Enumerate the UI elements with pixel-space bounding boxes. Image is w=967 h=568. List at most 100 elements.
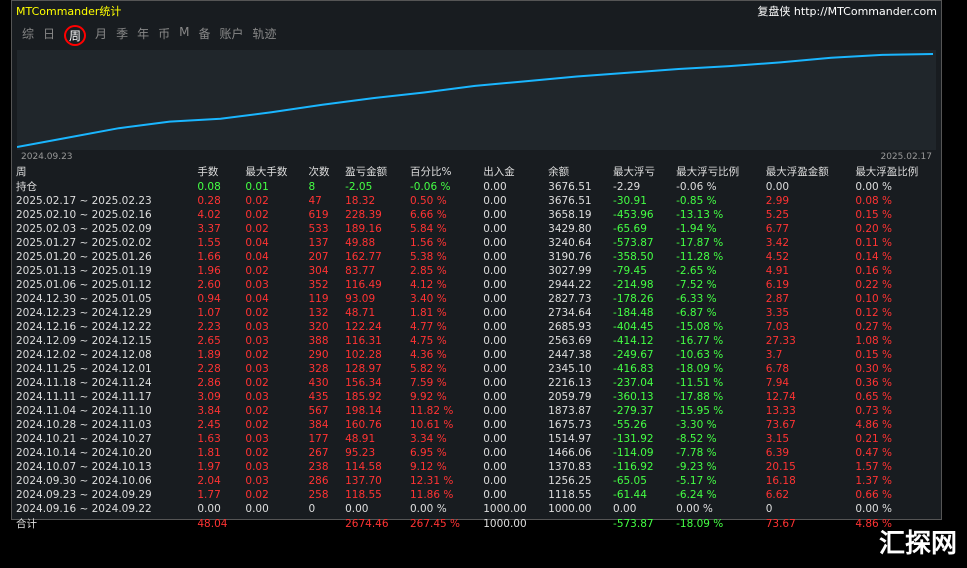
cell: -55.26 [613, 419, 647, 431]
cell: 0.00 [197, 503, 221, 515]
cell: 0.03 [245, 335, 269, 347]
cell: 2685.93 [548, 321, 592, 333]
tab-5[interactable]: 年 [137, 27, 150, 41]
cell: 0.00 [483, 279, 507, 291]
cell: 0.20 % [855, 223, 893, 235]
cell: -65.05 [613, 475, 647, 487]
cell: 0.02 [245, 265, 269, 277]
cell: 0.36 % [855, 377, 893, 389]
cell: 0.03 [245, 279, 269, 291]
cell: 2025.02.03 ~ 2025.02.09 [16, 223, 152, 235]
cell: 1466.06 [548, 447, 592, 459]
cell: 8 [308, 180, 316, 193]
tab-10[interactable]: 轨迹 [252, 27, 277, 41]
table-row: 2025.01.06 ~ 2025.01.12 2.60 0.03 352 116.49… [12, 278, 941, 292]
cell: 3429.80 [548, 223, 592, 235]
cell: 0.47 % [855, 447, 893, 459]
cell: -5.17 % [676, 475, 717, 487]
cell: 0.00 [483, 405, 507, 417]
cell: 2024.12.09 ~ 2024.12.15 [16, 335, 152, 347]
cell: -184.48 [613, 307, 654, 319]
cell: 最大浮亏 [613, 166, 656, 178]
cell: 0.08 % [855, 195, 893, 207]
tab-2[interactable]: 周 [64, 25, 87, 46]
cell: 384 [308, 419, 329, 431]
tab-3[interactable]: 月 [95, 27, 108, 41]
cell: 0.50 % [409, 195, 447, 207]
tab-1[interactable]: 日 [43, 27, 56, 41]
cell: -116.92 [613, 461, 654, 473]
cell: 1.57 % [855, 461, 893, 473]
cell: 258 [308, 489, 329, 501]
table-row: 2024.12.16 ~ 2024.12.22 2.23 0.03 320 122.24… [12, 320, 941, 334]
cell: 2734.64 [548, 307, 592, 319]
cell: 3190.76 [548, 251, 592, 263]
cell: 320 [308, 321, 329, 333]
cell: 0 [308, 503, 316, 515]
cell: 0.02 [245, 377, 269, 389]
cell: 2024.09.16 ~ 2024.09.22 [16, 503, 152, 515]
table-row: 2024.10.07 ~ 2024.10.13 1.97 0.03 238 114.58… [12, 460, 941, 474]
cell: -1.94 % [676, 223, 717, 235]
cell: 0.00 [483, 223, 507, 235]
cell: 2024.10.14 ~ 2024.10.20 [16, 447, 152, 459]
cell: 0.65 % [855, 391, 893, 403]
cell: 1118.55 [548, 489, 592, 501]
cell: 6.39 [765, 447, 790, 459]
cell: -0.06 % [409, 180, 451, 193]
cell: 116.49 [345, 279, 382, 291]
cell: 304 [308, 265, 329, 277]
cell: -7.78 % [676, 447, 717, 459]
table-row: 2024.12.09 ~ 2024.12.15 2.65 0.03 388 116.31… [12, 334, 941, 348]
tab-9[interactable]: 账户 [219, 27, 244, 41]
cell: 0.00 [483, 489, 507, 501]
cell: 0 [765, 503, 773, 515]
cell: 0.00 % [855, 503, 893, 515]
cell: 73.67 [765, 517, 796, 530]
brand-link[interactable]: 复盘侠 http://MTCommander.com [757, 5, 937, 18]
cell: 132 [308, 307, 329, 319]
cell: -214.98 [613, 279, 654, 291]
cell: 2.45 [197, 419, 221, 431]
cell: 1.89 [197, 349, 221, 361]
tab-0[interactable]: 综 [22, 27, 35, 41]
cell: 0.00 % [409, 503, 447, 515]
table-row: 2025.02.10 ~ 2025.02.16 4.02 0.02 619 228.39… [12, 208, 941, 222]
cell: 0.02 [245, 447, 269, 459]
cell: -16.77 % [676, 335, 724, 347]
table-row: 2024.12.02 ~ 2024.12.08 1.89 0.02 290 102.28… [12, 348, 941, 362]
cell: 3.15 [765, 433, 790, 445]
cell: 2025.01.27 ~ 2025.02.02 [16, 237, 152, 249]
tab-7[interactable]: M [179, 25, 190, 39]
cell: 156.34 [345, 377, 382, 389]
stats-panel: MTCommander统计 复盘侠 http://MTCommander.com … [11, 0, 942, 530]
cell: -2.65 % [676, 265, 717, 277]
table-row: 2024.10.21 ~ 2024.10.27 1.63 0.03 177 48.91 3… [12, 432, 941, 446]
cell: 合计 [16, 518, 37, 530]
cell: 2024.11.04 ~ 2024.11.10 [16, 405, 152, 417]
cell: 1.96 [197, 265, 221, 277]
cell: 0.04 [245, 251, 269, 263]
cell: 3.7 [765, 349, 783, 361]
cell: 0.00 [483, 377, 507, 389]
tab-4[interactable]: 季 [116, 27, 129, 41]
table-row: 2024.09.23 ~ 2024.09.29 1.77 0.02 258 118.55… [12, 488, 941, 502]
cell: 0.00 [483, 335, 507, 347]
cell: 4.36 % [409, 349, 447, 361]
cell: 1.81 % [409, 307, 447, 319]
cell: 0.00 [483, 391, 507, 403]
table-row: 周 手数 最大手数 次数 盈亏金额 百分比% 出入金 余额 最大浮亏 最大浮亏比例 最大浮盈金额 最大… [12, 164, 941, 179]
cell: 0.00 [483, 209, 507, 221]
cell: -453.96 [613, 209, 654, 221]
cell: -237.04 [613, 377, 654, 389]
tab-8[interactable]: 备 [198, 27, 211, 41]
cell: 0.00 [345, 503, 369, 515]
tab-6[interactable]: 币 [158, 27, 171, 41]
cell: 11.82 % [409, 405, 454, 417]
cell: 5.82 % [409, 363, 447, 375]
cell: 207 [308, 251, 329, 263]
cell: 3240.64 [548, 237, 592, 249]
cell: -11.51 % [676, 377, 724, 389]
cell: 619 [308, 209, 329, 221]
cell: 47 [308, 195, 322, 207]
